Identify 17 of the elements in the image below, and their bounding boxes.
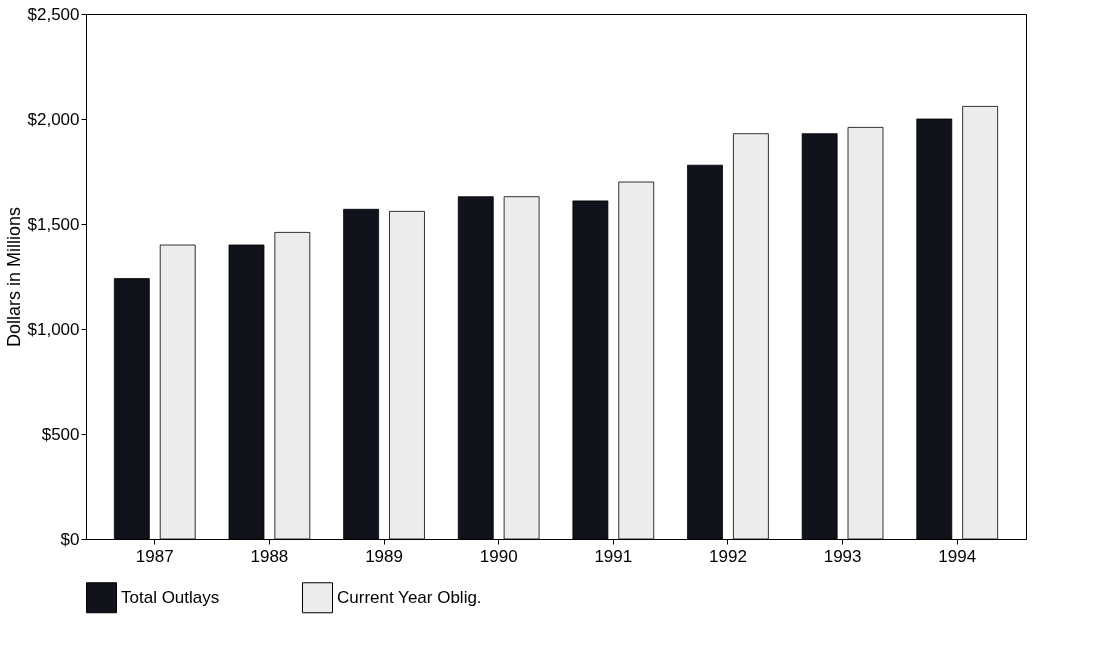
y-tick-label: $500 [41,424,80,444]
y-tick-label: $1,500 [27,214,80,234]
y-tick-label: $2,500 [27,4,80,24]
y-axis-title: Dollars in Millions [3,206,24,348]
y-tick-label: $2,000 [27,109,80,129]
x-tick-label: 1988 [250,546,289,566]
x-tick-label: 1991 [594,546,633,566]
x-tick-label: 1992 [709,546,747,566]
x-tick-label: 1994 [938,546,977,566]
x-tick-label: 1989 [365,546,403,566]
x-tick-label: 1990 [479,546,518,566]
legend-label: Total Outlays [121,587,220,607]
legend-label: Current Year Oblig. [337,587,482,607]
x-tick-label: 1987 [135,546,174,566]
y-tick-label: $1,000 [27,319,80,339]
x-tick-label: 1993 [823,546,862,566]
y-tick-label: $0 [60,529,80,549]
